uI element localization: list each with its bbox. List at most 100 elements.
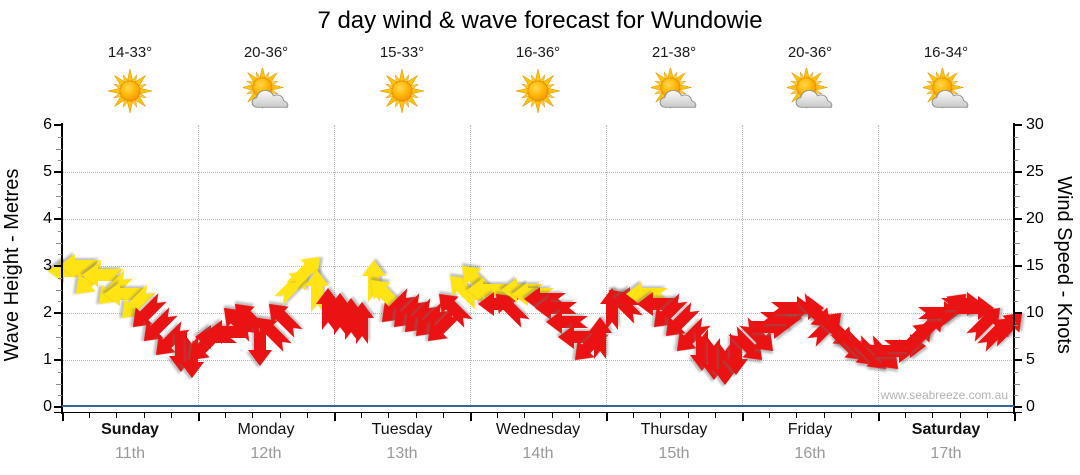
y-left-minor-tick bbox=[58, 254, 62, 256]
y-right-minor-tick bbox=[1014, 148, 1020, 150]
y-right-minor-tick bbox=[1014, 160, 1018, 162]
day-name-label: Thursday bbox=[640, 421, 708, 438]
y-left-minor-tick bbox=[58, 207, 62, 209]
y-left-tick-label: 3 bbox=[43, 257, 52, 274]
day-name-label: Sunday bbox=[101, 421, 159, 438]
y-right-tick-label: 10 bbox=[1026, 304, 1044, 321]
x-major-tick bbox=[878, 413, 880, 421]
horizontal-gridline bbox=[62, 219, 1014, 220]
temperature-range-label: 20-36° bbox=[243, 44, 289, 61]
y-right-tick-label: 30 bbox=[1026, 116, 1044, 133]
temperature-range-label: 14-33° bbox=[107, 44, 153, 61]
y-left-major-tick bbox=[54, 171, 62, 173]
temperature-range-label: 20-36° bbox=[787, 44, 833, 61]
horizontal-gridline bbox=[62, 266, 1014, 267]
x-major-tick bbox=[606, 413, 608, 421]
x-major-tick bbox=[62, 413, 64, 421]
y-left-minor-tick bbox=[58, 395, 62, 397]
x-minor-tick bbox=[306, 413, 308, 418]
x-minor-tick bbox=[823, 413, 825, 418]
x-minor-tick bbox=[986, 413, 988, 418]
day-boundary-gridline bbox=[878, 125, 879, 407]
y-left-minor-tick bbox=[58, 160, 62, 162]
y-right-major-tick bbox=[1014, 171, 1022, 173]
day-name-label: Wednesday bbox=[495, 421, 581, 438]
y-left-major-tick bbox=[54, 124, 62, 126]
sun-cloud-icon bbox=[242, 68, 290, 114]
watermark: www.seabreeze.com.au bbox=[880, 388, 1008, 402]
y-left-tick-label: 5 bbox=[43, 163, 52, 180]
x-major-tick bbox=[470, 413, 472, 421]
y-left-minor-tick bbox=[56, 336, 62, 338]
x-minor-tick bbox=[252, 413, 254, 418]
y-right-major-tick bbox=[1014, 406, 1022, 408]
y-left-minor-tick bbox=[56, 289, 62, 291]
y-left-minor-tick bbox=[56, 195, 62, 197]
y-right-tick-label: 0 bbox=[1026, 398, 1035, 415]
sun-icon bbox=[106, 68, 154, 114]
y-right-minor-tick bbox=[1014, 324, 1018, 326]
x-minor-tick bbox=[959, 413, 961, 418]
horizontal-gridline bbox=[62, 172, 1014, 173]
y-right-minor-tick bbox=[1014, 136, 1018, 138]
x-minor-tick bbox=[769, 413, 771, 418]
y-right-major-tick bbox=[1014, 265, 1022, 267]
sun-cloud-icon bbox=[786, 68, 834, 114]
y-right-minor-tick bbox=[1014, 395, 1018, 397]
y-right-minor-tick bbox=[1014, 371, 1018, 373]
y-left-minor-tick bbox=[58, 371, 62, 373]
x-minor-tick bbox=[361, 413, 363, 418]
sun-icon bbox=[378, 68, 426, 114]
x-minor-tick bbox=[578, 413, 580, 418]
temperature-range-label: 21-38° bbox=[651, 44, 697, 61]
y-left-minor-tick bbox=[58, 277, 62, 279]
x-minor-tick bbox=[388, 413, 390, 418]
x-minor-tick bbox=[279, 413, 281, 418]
y-right-tick-label: 25 bbox=[1026, 163, 1044, 180]
x-minor-tick bbox=[932, 413, 934, 418]
y-right-tick-label: 5 bbox=[1026, 351, 1035, 368]
y-right-minor-tick bbox=[1014, 336, 1020, 338]
y-left-major-tick bbox=[54, 406, 62, 408]
y-right-minor-tick bbox=[1014, 183, 1018, 185]
horizontal-gridline bbox=[62, 313, 1014, 314]
y-left-tick-label: 6 bbox=[43, 116, 52, 133]
day-date-label: 11th bbox=[115, 445, 145, 462]
x-minor-tick bbox=[116, 413, 118, 418]
day-boundary-gridline bbox=[334, 125, 335, 407]
temperature-range-label: 15-33° bbox=[379, 44, 425, 61]
y-left-minor-tick bbox=[56, 383, 62, 385]
day-name-label: Friday bbox=[787, 421, 833, 438]
y-left-major-tick bbox=[54, 265, 62, 267]
day-date-label: 17th bbox=[930, 445, 962, 462]
temperature-range-label: 16-36° bbox=[515, 44, 561, 61]
y-right-minor-tick bbox=[1014, 301, 1018, 303]
x-minor-tick bbox=[633, 413, 635, 418]
x-major-tick bbox=[1014, 413, 1016, 421]
y-right-major-tick bbox=[1014, 124, 1022, 126]
y-left-minor-tick bbox=[58, 348, 62, 350]
left-axis-spine bbox=[61, 123, 63, 414]
day-boundary-gridline bbox=[198, 125, 199, 407]
day-boundary-gridline bbox=[742, 125, 743, 407]
x-minor-tick bbox=[170, 413, 172, 418]
y-left-tick-label: 1 bbox=[43, 351, 52, 368]
y-left-minor-tick bbox=[58, 230, 62, 232]
day-date-label: 16th bbox=[794, 445, 826, 462]
x-minor-tick bbox=[714, 413, 716, 418]
x-minor-tick bbox=[415, 413, 417, 418]
x-minor-tick bbox=[905, 413, 907, 418]
y-right-minor-tick bbox=[1014, 289, 1020, 291]
chart-title: 7 day wind & wave forecast for Wundowie bbox=[317, 7, 763, 34]
y-left-minor-tick bbox=[58, 183, 62, 185]
y-left-major-tick bbox=[54, 359, 62, 361]
y-left-tick-label: 2 bbox=[43, 304, 52, 321]
x-major-tick bbox=[742, 413, 744, 421]
y-right-minor-tick bbox=[1014, 195, 1020, 197]
day-name-label: Saturday bbox=[911, 421, 981, 438]
day-boundary-gridline bbox=[606, 125, 607, 407]
y-right-minor-tick bbox=[1014, 277, 1018, 279]
x-minor-tick bbox=[524, 413, 526, 418]
y-left-minor-tick bbox=[56, 148, 62, 150]
